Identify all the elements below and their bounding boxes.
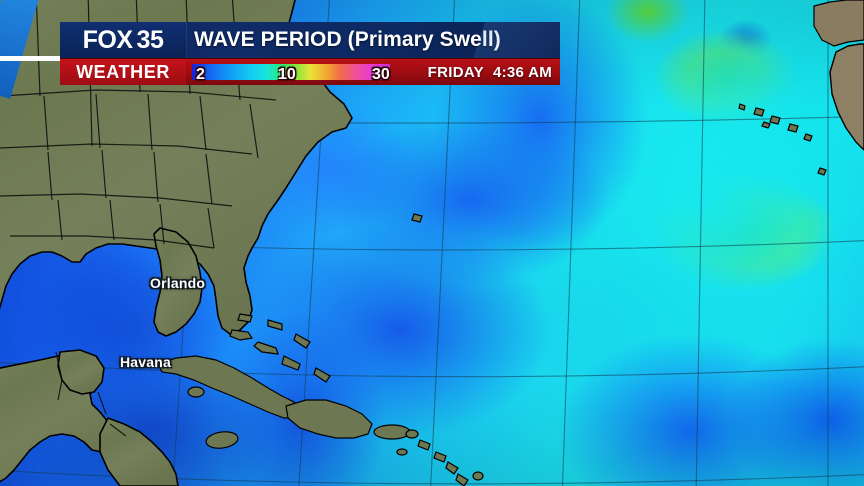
timestamp-day: FRIDAY: [427, 63, 484, 81]
bahamas-chain: [229, 329, 254, 341]
hispaniola-island: [285, 399, 373, 439]
wave-period-colorbar: 2 10 30: [192, 64, 390, 83]
weather-brand-label: WEATHER: [76, 62, 170, 82]
lesser-antilles-chain: [417, 439, 431, 451]
timestamp: FRIDAY 4:36 AM: [428, 59, 552, 85]
colorbar-gradient: [192, 64, 390, 80]
logo-text: FOX 35: [82, 25, 164, 54]
city-label-havana: Havana: [120, 354, 172, 370]
puerto-rico-island: [373, 424, 411, 440]
weather-brand-box: WEATHER: [60, 59, 186, 85]
jamaica-island: [205, 431, 239, 449]
colorbar-tick-min: 2: [196, 66, 205, 83]
colorbar-tick-max: 30: [372, 66, 390, 83]
scale-row: WEATHER 2 10 30 FRIDAY 4:36 AM: [60, 58, 560, 85]
isla-de-la-juventud: [187, 386, 205, 398]
lower-third-header: FOX 35 WAVE PERIOD (Primary Swell) WEATHE…: [60, 22, 560, 85]
page-title: WAVE PERIOD (Primary Swell): [194, 28, 501, 51]
central-america-isthmus: [99, 417, 179, 486]
city-label-orlando: Orlando: [150, 275, 206, 291]
logo-network: FOX: [82, 25, 133, 54]
northwest-africa: [829, 43, 864, 151]
timestamp-time: 4:36 AM: [492, 63, 552, 81]
bermuda-island: [411, 213, 423, 223]
cuba-island: [157, 355, 301, 419]
colorbar-tick-mid: 10: [278, 66, 296, 83]
africa-coast-extension: [813, 0, 864, 47]
title-row: FOX 35 WAVE PERIOD (Primary Swell): [60, 22, 560, 58]
logo-channel: 35: [136, 25, 164, 54]
white-accent-bar: [0, 56, 78, 61]
florida-peninsula: [153, 227, 203, 337]
azores-islands: [753, 107, 765, 117]
fox-35-logo: FOX 35: [60, 22, 187, 58]
